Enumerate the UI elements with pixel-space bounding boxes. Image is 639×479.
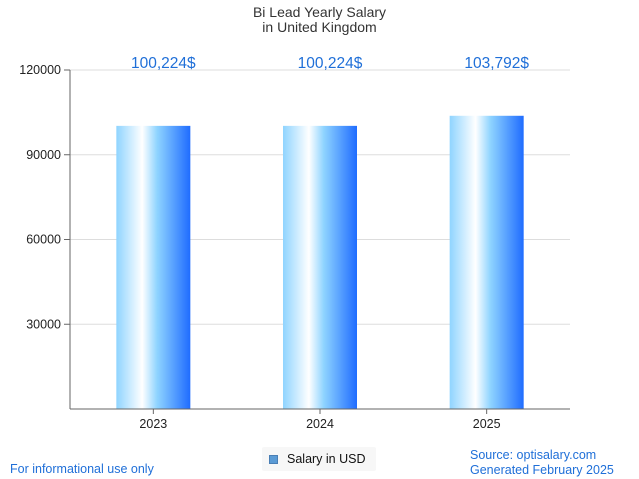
legend-swatch <box>269 454 278 464</box>
y-tick-label: 90000 <box>26 148 61 162</box>
legend: Salary in USD <box>262 447 376 471</box>
data-label: 100,224$ <box>298 55 363 72</box>
x-tick-label: 2025 <box>473 417 501 431</box>
x-tick-label: 2024 <box>306 417 334 431</box>
bar-2025 <box>449 115 524 409</box>
y-tick-label: 60000 <box>26 233 61 247</box>
generated-text: Generated February 2025 <box>470 463 614 477</box>
disclaimer-text: For informational use only <box>10 462 154 476</box>
bar-2023 <box>116 125 191 410</box>
y-tick-label: 30000 <box>26 317 61 331</box>
data-label: 103,792$ <box>464 55 529 72</box>
y-tick-label: 120000 <box>19 63 61 77</box>
chart-title-line-2: in United Kingdom <box>262 19 377 35</box>
x-tick-label: 2023 <box>139 417 167 431</box>
legend-label: Salary in USD <box>287 452 366 466</box>
chart-title-line-1: Bi Lead Yearly Salary <box>252 4 387 20</box>
bar-2024 <box>283 125 357 410</box>
source-text: Source: optisalary.com <box>470 448 597 462</box>
data-label: 100,224$ <box>131 55 196 72</box>
